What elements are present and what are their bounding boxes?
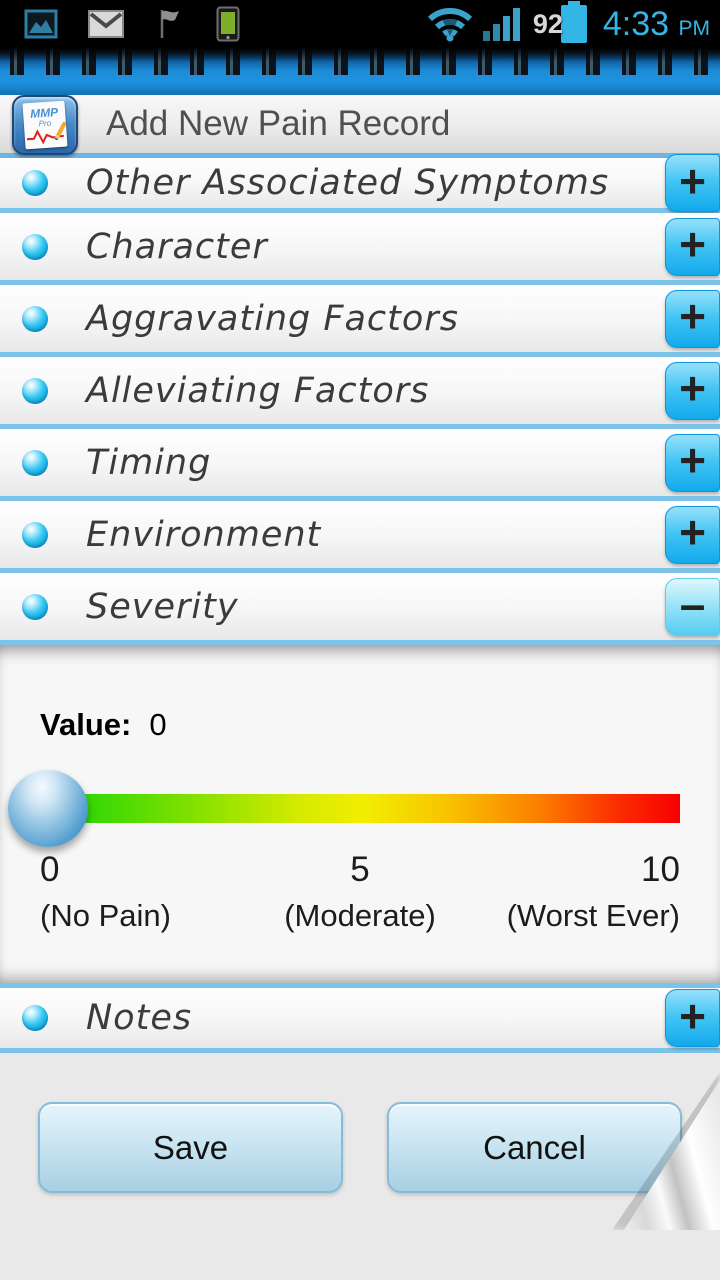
signal-icon — [482, 6, 523, 42]
status-bar: 92 4:33 PM — [0, 0, 720, 48]
accordion-list: Other Associated Symptoms + Character + … — [0, 154, 720, 645]
severity-slider — [0, 755, 720, 847]
expand-button[interactable]: + — [665, 289, 720, 348]
section-label: Character — [86, 226, 268, 267]
expand-button[interactable]: + — [665, 154, 720, 212]
section-label: Alleviating Factors — [86, 370, 430, 411]
section-row-timing[interactable]: Timing + — [0, 429, 720, 501]
tick-number-max: 10 — [641, 850, 680, 889]
clock-period: PM — [678, 16, 711, 40]
bullet-icon — [22, 521, 48, 548]
bullet-icon — [22, 1005, 48, 1031]
page-title: Add New Pain Record — [106, 104, 451, 143]
tick-caption-min: (No Pain) — [40, 898, 171, 933]
battery-percent: 92 — [532, 8, 563, 39]
save-button[interactable]: Save — [38, 1102, 343, 1193]
notebook-binding — [0, 48, 720, 95]
section-label: Other Associated Symptoms — [86, 163, 610, 203]
bullet-icon — [22, 377, 48, 404]
smartphone-icon — [216, 6, 240, 42]
section-row-environment[interactable]: Environment + — [0, 501, 720, 573]
section-row-alleviating-factors[interactable]: Alleviating Factors + — [0, 357, 720, 429]
section-row-other-associated-symptoms[interactable]: Other Associated Symptoms + — [0, 154, 720, 213]
severity-value-line: Value: 0 — [40, 707, 167, 743]
severity-value: 0 — [149, 707, 167, 742]
bullet-icon — [22, 449, 48, 476]
clock-time: 4:33 — [602, 4, 670, 43]
tick-caption-max: (Worst Ever) — [506, 898, 680, 933]
tick-number-mid: 5 — [350, 850, 370, 889]
severity-scale: 0 5 10 (No Pain) (Moderate) (Worst Ever) — [40, 850, 680, 934]
expand-button[interactable]: + — [665, 361, 720, 420]
bullet-icon — [22, 170, 48, 196]
app-logo-icon: MMP Pro — [12, 95, 78, 155]
section-row-notes[interactable]: Notes + — [0, 983, 720, 1053]
section-label: Aggravating Factors — [86, 298, 459, 339]
section-row-severity[interactable]: Severity – — [0, 573, 720, 645]
header: MMP Pro Add New Pain Record — [0, 95, 720, 158]
slider-track[interactable] — [48, 794, 680, 823]
expand-button[interactable]: + — [665, 433, 720, 492]
tick-caption-mid: (Moderate) — [284, 898, 436, 933]
section-row-aggravating-factors[interactable]: Aggravating Factors + — [0, 285, 720, 357]
slider-thumb[interactable] — [8, 770, 88, 847]
severity-panel: Value: 0 0 5 10 (No Pain) (Moderate) (Wor… — [0, 645, 720, 983]
section-row-character[interactable]: Character + — [0, 213, 720, 285]
expand-button[interactable]: + — [665, 989, 720, 1047]
bullet-icon — [22, 233, 48, 260]
app-logo-paper: MMP Pro — [22, 100, 68, 150]
expand-button[interactable]: + — [665, 217, 720, 276]
section-label: Environment — [86, 514, 322, 555]
gmail-icon — [88, 10, 124, 38]
bullet-icon — [22, 305, 48, 332]
tick-number-min: 0 — [40, 850, 60, 889]
collapse-button[interactable]: – — [665, 577, 720, 636]
bullet-icon — [22, 593, 48, 620]
value-label: Value: — [40, 707, 132, 742]
heartbeat-line — [26, 129, 64, 145]
battery-icon — [560, 1, 587, 43]
section-label: Severity — [86, 586, 239, 627]
section-label: Notes — [86, 998, 193, 1038]
gallery-icon — [24, 7, 58, 41]
wifi-icon — [427, 6, 473, 42]
footer: Save Cancel — [0, 1053, 720, 1230]
cancel-button[interactable]: Cancel — [387, 1102, 682, 1193]
expand-button[interactable]: + — [665, 505, 720, 564]
section-label: Timing — [86, 442, 212, 483]
status-clock: 4:33 PM — [603, 5, 710, 44]
flag-icon — [154, 7, 186, 41]
